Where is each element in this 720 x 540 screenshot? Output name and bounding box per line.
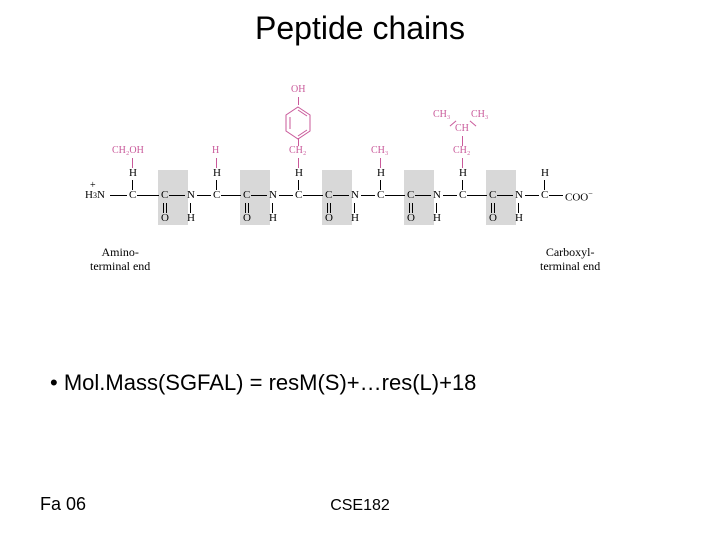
bond bbox=[380, 180, 381, 190]
bond-pink bbox=[462, 158, 463, 168]
bond bbox=[132, 180, 133, 190]
backbone-o: O bbox=[489, 213, 497, 224]
slide-title: Peptide chains bbox=[0, 10, 720, 47]
sidechain-leu-ch3: CH₃ bbox=[433, 110, 450, 120]
backbone-h: H bbox=[129, 168, 137, 179]
backbone-c: C bbox=[325, 190, 332, 201]
backbone-h: H bbox=[459, 168, 467, 179]
bond-pink bbox=[298, 97, 299, 105]
backbone-c: C bbox=[129, 190, 136, 201]
sidechain-ala: CH₃ bbox=[371, 146, 388, 156]
backbone-o: O bbox=[161, 213, 169, 224]
bond bbox=[279, 195, 293, 196]
backbone-h: H bbox=[187, 213, 195, 224]
bond bbox=[298, 180, 299, 190]
backbone-n: N bbox=[187, 190, 195, 201]
bond bbox=[169, 195, 185, 196]
backbone-c: C bbox=[377, 190, 384, 201]
sidechain-ch2: CH₂ bbox=[289, 146, 306, 156]
backbone-h: H bbox=[541, 168, 549, 179]
backbone-h: H bbox=[269, 213, 277, 224]
bond bbox=[544, 180, 545, 190]
backbone-h: H bbox=[213, 168, 221, 179]
bond-pink bbox=[298, 158, 299, 168]
backbone-n: N bbox=[351, 190, 359, 201]
bond bbox=[137, 195, 159, 196]
bond bbox=[467, 195, 487, 196]
footer-center: CSE182 bbox=[0, 497, 720, 515]
c-terminus: COO− bbox=[565, 190, 593, 204]
bond-pink bbox=[298, 138, 299, 146]
backbone-h: H bbox=[377, 168, 385, 179]
bond-pink bbox=[216, 158, 217, 168]
bond bbox=[443, 195, 457, 196]
bond bbox=[361, 195, 375, 196]
backbone-n: N bbox=[433, 190, 441, 201]
backbone-c: C bbox=[161, 190, 168, 201]
bond-pink bbox=[470, 121, 477, 127]
backbone-h: H bbox=[433, 213, 441, 224]
sidechain-oh: OH bbox=[291, 85, 305, 95]
bond bbox=[549, 195, 563, 196]
sidechain-ser: CH₂OH bbox=[112, 146, 144, 156]
bullet-text: • Mol.Mass(SGFAL) = resM(S)+…res(L)+18 bbox=[50, 370, 476, 396]
backbone-o: O bbox=[407, 213, 415, 224]
bond bbox=[385, 195, 405, 196]
bond bbox=[251, 195, 267, 196]
sidechain-gly: H bbox=[212, 146, 219, 156]
backbone-h: H bbox=[351, 213, 359, 224]
bond bbox=[216, 180, 217, 190]
backbone-c: C bbox=[459, 190, 466, 201]
backbone-o: O bbox=[325, 213, 333, 224]
bond bbox=[462, 180, 463, 190]
backbone-o: O bbox=[243, 213, 251, 224]
n-terminus: H3N bbox=[85, 190, 105, 201]
backbone-c: C bbox=[407, 190, 414, 201]
backbone-h: H bbox=[295, 168, 303, 179]
backbone-c: C bbox=[213, 190, 220, 201]
backbone-c: C bbox=[541, 190, 548, 201]
bond bbox=[333, 195, 349, 196]
sidechain-leu-ch: CH bbox=[455, 124, 469, 134]
sidechain-leu-ch2: CH₂ bbox=[453, 146, 470, 156]
bond bbox=[221, 195, 241, 196]
bond bbox=[525, 195, 539, 196]
backbone-h: H bbox=[515, 213, 523, 224]
bond-pink bbox=[132, 158, 133, 168]
bond-pink bbox=[462, 136, 463, 146]
plus-charge: + bbox=[90, 181, 96, 191]
bond bbox=[497, 195, 513, 196]
backbone-c: C bbox=[489, 190, 496, 201]
amino-terminal-label: Amino-terminal end bbox=[90, 245, 150, 274]
backbone-n: N bbox=[269, 190, 277, 201]
bond bbox=[303, 195, 323, 196]
bond bbox=[197, 195, 211, 196]
bond bbox=[415, 195, 431, 196]
bond-pink bbox=[380, 158, 381, 168]
backbone-n: N bbox=[515, 190, 523, 201]
backbone-c: C bbox=[243, 190, 250, 201]
peptide-diagram: H3N + C H CH₂OH C O N H C H H C O N H C … bbox=[85, 85, 625, 285]
backbone-c: C bbox=[295, 190, 302, 201]
sidechain-leu-ch3: CH₃ bbox=[471, 110, 488, 120]
bond bbox=[110, 195, 127, 196]
carboxyl-terminal-label: Carboxyl-terminal end bbox=[540, 245, 600, 274]
